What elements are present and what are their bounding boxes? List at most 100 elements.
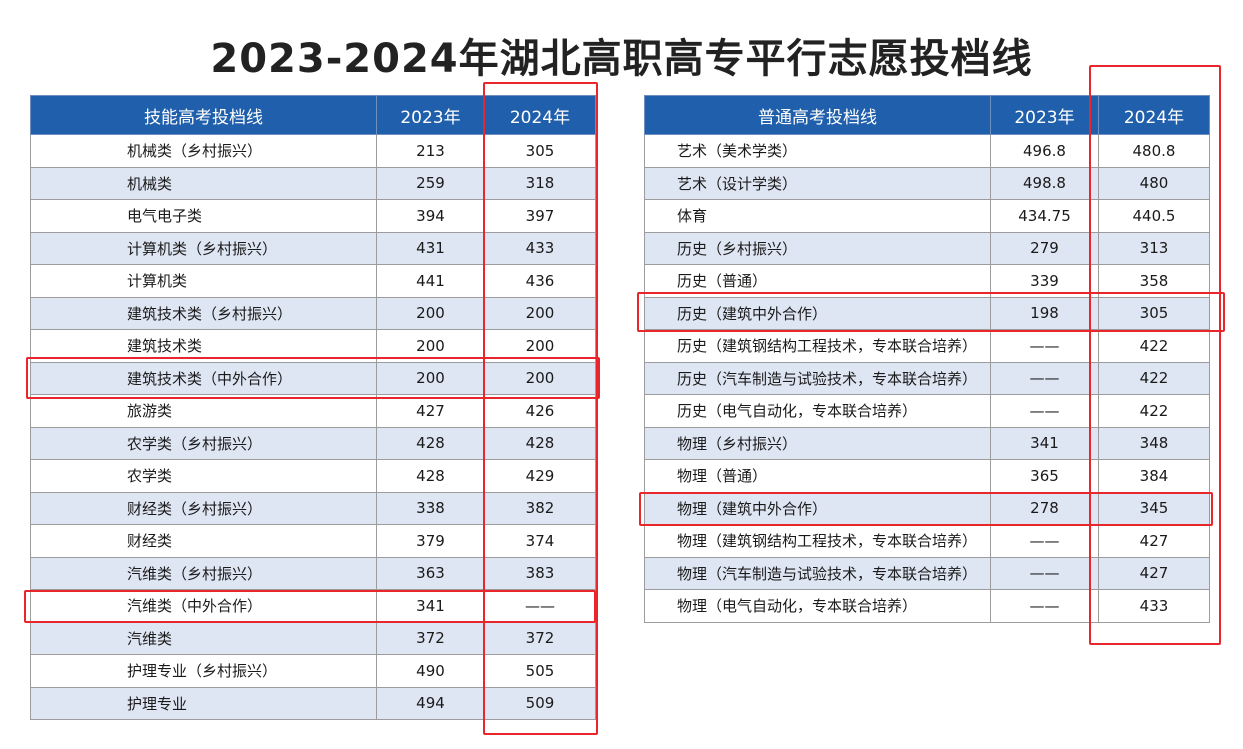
category-cell: 物理（电气自动化，专本联合培养） bbox=[644, 589, 991, 623]
table-row: 物理（普通） 365 384 bbox=[644, 459, 1210, 493]
table-header-row: 普通高考投档线 2023年 2024年 bbox=[644, 95, 1210, 135]
score-2023-cell: 494 bbox=[376, 686, 485, 720]
table-row: 护理专业 494 509 bbox=[30, 686, 596, 720]
table-row: 农学类（乡村振兴） 428 428 bbox=[30, 426, 596, 460]
table-row: 历史（建筑钢结构工程技术，专本联合培养） —— 422 bbox=[644, 329, 1210, 363]
score-2024-cell: 480.8 bbox=[1098, 134, 1210, 168]
table-row: 物理（乡村振兴） 341 348 bbox=[644, 426, 1210, 460]
category-cell: 艺术（美术学类） bbox=[644, 134, 991, 168]
table-row: 物理（电气自动化，专本联合培养） —— 433 bbox=[644, 589, 1210, 623]
score-2024-cell: 426 bbox=[484, 394, 596, 428]
column-header-category: 普通高考投档线 bbox=[644, 95, 991, 135]
score-2024-cell: 422 bbox=[1098, 329, 1210, 363]
category-cell: 电气电子类 bbox=[30, 199, 377, 233]
table-row: 旅游类 427 426 bbox=[30, 394, 596, 428]
category-cell: 计算机类（乡村振兴） bbox=[30, 231, 377, 265]
score-2023-cell: 427 bbox=[376, 394, 485, 428]
score-2023-cell: 341 bbox=[376, 589, 485, 623]
table-row: 计算机类（乡村振兴） 431 433 bbox=[30, 231, 596, 265]
table-row: 物理（建筑中外合作） 278 345 bbox=[644, 491, 1210, 525]
category-cell: 物理（建筑钢结构工程技术，专本联合培养） bbox=[644, 524, 991, 558]
score-2023-cell: —— bbox=[990, 524, 1099, 558]
table-row: 物理（建筑钢结构工程技术，专本联合培养） —— 427 bbox=[644, 524, 1210, 558]
category-cell: 历史（乡村振兴） bbox=[644, 231, 991, 265]
column-header-category: 技能高考投档线 bbox=[30, 95, 377, 135]
score-2024-cell: 422 bbox=[1098, 361, 1210, 395]
score-2023-cell: 428 bbox=[376, 459, 485, 493]
score-2024-cell: —— bbox=[484, 589, 596, 623]
score-2023-cell: —— bbox=[990, 589, 1099, 623]
score-2024-cell: 505 bbox=[484, 654, 596, 688]
score-2023-cell: 490 bbox=[376, 654, 485, 688]
category-cell: 汽维类（乡村振兴） bbox=[30, 556, 377, 590]
category-cell: 旅游类 bbox=[30, 394, 377, 428]
score-2023-cell: 496.8 bbox=[990, 134, 1099, 168]
score-2024-cell: 318 bbox=[484, 166, 596, 200]
score-2023-cell: 278 bbox=[990, 491, 1099, 525]
score-2024-cell: 200 bbox=[484, 329, 596, 363]
category-cell: 历史（汽车制造与试验技术，专本联合培养） bbox=[644, 361, 991, 395]
table-row: 建筑技术类 200 200 bbox=[30, 329, 596, 363]
score-2023-cell: 428 bbox=[376, 426, 485, 460]
score-2023-cell: 200 bbox=[376, 361, 485, 395]
score-2023-cell: —— bbox=[990, 394, 1099, 428]
score-2023-cell: 379 bbox=[376, 524, 485, 558]
score-2024-cell: 200 bbox=[484, 361, 596, 395]
column-header-2023: 2023年 bbox=[990, 95, 1099, 135]
table-header-row: 技能高考投档线 2023年 2024年 bbox=[30, 95, 596, 135]
category-cell: 历史（普通） bbox=[644, 264, 991, 298]
score-2023-cell: —— bbox=[990, 361, 1099, 395]
score-2024-cell: 429 bbox=[484, 459, 596, 493]
column-header-2024: 2024年 bbox=[484, 95, 596, 135]
score-2023-cell: 441 bbox=[376, 264, 485, 298]
column-header-2024: 2024年 bbox=[1098, 95, 1210, 135]
category-cell: 汽维类（中外合作） bbox=[30, 589, 377, 623]
score-2024-cell: 383 bbox=[484, 556, 596, 590]
score-2024-cell: 397 bbox=[484, 199, 596, 233]
page-title: 2023-2024年湖北高职高专平行志愿投档线 bbox=[210, 36, 1033, 82]
category-cell: 汽维类 bbox=[30, 621, 377, 655]
table-row: 体育 434.75 440.5 bbox=[644, 199, 1210, 233]
score-2024-cell: 433 bbox=[484, 231, 596, 265]
score-2023-cell: 394 bbox=[376, 199, 485, 233]
score-2023-cell: 198 bbox=[990, 296, 1099, 330]
table-row: 汽维类（乡村振兴） 363 383 bbox=[30, 556, 596, 590]
score-2023-cell: 434.75 bbox=[990, 199, 1099, 233]
category-cell: 财经类 bbox=[30, 524, 377, 558]
category-cell: 物理（汽车制造与试验技术，专本联合培养） bbox=[644, 556, 991, 590]
table-row: 历史（电气自动化，专本联合培养） —— 422 bbox=[644, 394, 1210, 428]
score-2024-cell: 433 bbox=[1098, 589, 1210, 623]
score-2024-cell: 384 bbox=[1098, 459, 1210, 493]
category-cell: 物理（普通） bbox=[644, 459, 991, 493]
category-cell: 建筑技术类（中外合作） bbox=[30, 361, 377, 395]
table-row: 电气电子类 394 397 bbox=[30, 199, 596, 233]
table-row: 机械类 259 318 bbox=[30, 166, 596, 200]
category-cell: 护理专业（乡村振兴） bbox=[30, 654, 377, 688]
category-cell: 财经类（乡村振兴） bbox=[30, 491, 377, 525]
score-2023-cell: 338 bbox=[376, 491, 485, 525]
score-2024-cell: 509 bbox=[484, 686, 596, 720]
category-cell: 历史（建筑中外合作） bbox=[644, 296, 991, 330]
table-row: 艺术（美术学类） 496.8 480.8 bbox=[644, 134, 1210, 168]
score-2024-cell: 382 bbox=[484, 491, 596, 525]
score-2024-cell: 200 bbox=[484, 296, 596, 330]
category-cell: 历史（电气自动化，专本联合培养） bbox=[644, 394, 991, 428]
table-row: 物理（汽车制造与试验技术，专本联合培养） —— 427 bbox=[644, 556, 1210, 590]
category-cell: 机械类 bbox=[30, 166, 377, 200]
table-row: 历史（建筑中外合作） 198 305 bbox=[644, 296, 1210, 330]
category-cell: 体育 bbox=[644, 199, 991, 233]
score-2024-cell: 305 bbox=[484, 134, 596, 168]
score-2023-cell: 200 bbox=[376, 296, 485, 330]
score-2023-cell: 213 bbox=[376, 134, 485, 168]
table-row: 历史（普通） 339 358 bbox=[644, 264, 1210, 298]
regular-exam-score-table: 普通高考投档线 2023年 2024年 艺术（美术学类） 496.8 480.8 艺术… bbox=[644, 95, 1210, 623]
category-cell: 农学类（乡村振兴） bbox=[30, 426, 377, 460]
table-row: 建筑技术类（乡村振兴） 200 200 bbox=[30, 296, 596, 330]
score-2024-cell: 313 bbox=[1098, 231, 1210, 265]
category-cell: 建筑技术类 bbox=[30, 329, 377, 363]
score-2023-cell: 372 bbox=[376, 621, 485, 655]
category-cell: 农学类 bbox=[30, 459, 377, 493]
score-2023-cell: 341 bbox=[990, 426, 1099, 460]
score-2024-cell: 345 bbox=[1098, 491, 1210, 525]
score-2023-cell: 339 bbox=[990, 264, 1099, 298]
